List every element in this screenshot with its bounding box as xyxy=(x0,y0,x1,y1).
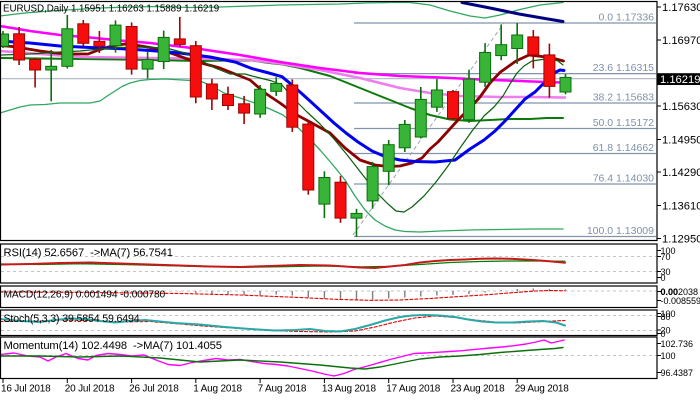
svg-text:0: 0 xyxy=(661,273,666,283)
svg-text:100: 100 xyxy=(661,309,676,319)
svg-text:-0.008559: -0.008559 xyxy=(661,296,700,306)
svg-text:80: 80 xyxy=(661,312,671,322)
svg-text:1.16970: 1.16970 xyxy=(662,35,700,47)
svg-text:38.2 1.15683: 38.2 1.15683 xyxy=(593,92,654,104)
svg-text:23 Aug 2018: 23 Aug 2018 xyxy=(451,384,506,395)
svg-text:7 Aug 2018: 7 Aug 2018 xyxy=(258,384,307,395)
svg-text:Stoch(5,3,3) 39.5854 59.6494: Stoch(5,3,3) 39.5854 59.6494 xyxy=(4,313,140,325)
svg-text:23.6 1.16315: 23.6 1.16315 xyxy=(593,62,654,74)
svg-text:1.14950: 1.14950 xyxy=(662,135,700,147)
svg-text:20: 20 xyxy=(661,326,671,336)
svg-text:1.15630: 1.15630 xyxy=(662,101,700,113)
svg-text:0.002038: 0.002038 xyxy=(661,287,699,297)
svg-text:100.0 1.13009: 100.0 1.13009 xyxy=(587,225,654,237)
svg-text:76.4 1.14030: 76.4 1.14030 xyxy=(593,173,654,185)
svg-text:0: 0 xyxy=(661,329,666,339)
svg-text:13 Aug 2018: 13 Aug 2018 xyxy=(322,384,377,395)
svg-text:50.0 1.15172: 50.0 1.15172 xyxy=(593,117,654,129)
svg-text:1.13610: 1.13610 xyxy=(662,201,700,213)
svg-text:0.00: 0.00 xyxy=(661,287,679,297)
svg-text:RSI(14) 52.6567 ->MA(7) 56.75: RSI(14) 52.6567 ->MA(7) 56.7541 xyxy=(4,247,173,259)
svg-text:1.16219: 1.16219 xyxy=(660,74,700,86)
svg-text:16 Jul 2018: 16 Jul 2018 xyxy=(1,384,51,395)
svg-text:70: 70 xyxy=(661,252,671,262)
svg-text:96.4387: 96.4387 xyxy=(661,368,694,378)
svg-text:100: 100 xyxy=(661,351,676,361)
svg-text:1.17630: 1.17630 xyxy=(662,2,700,14)
svg-text:100: 100 xyxy=(661,246,676,256)
svg-text:MACD(12,26,9) 0.001494 -0.0007: MACD(12,26,9) 0.001494 -0.000780 xyxy=(4,290,166,301)
svg-text:17 Aug 2018: 17 Aug 2018 xyxy=(386,384,441,395)
svg-text:1 Aug 2018: 1 Aug 2018 xyxy=(193,384,242,395)
svg-text:102.736: 102.736 xyxy=(661,339,694,349)
svg-text:30: 30 xyxy=(661,267,671,277)
svg-text:1.12950: 1.12950 xyxy=(662,234,700,246)
svg-text:29 Aug 2018: 29 Aug 2018 xyxy=(515,384,570,395)
svg-text:1.14290: 1.14290 xyxy=(662,167,700,179)
svg-text:20 Jul 2018: 20 Jul 2018 xyxy=(65,384,115,395)
svg-text:EURUSD,Daily 1.15951 1.16263: EURUSD,Daily 1.15951 1.16263 1.15889 1.1… xyxy=(3,4,219,15)
svg-text:0.0 1.17336: 0.0 1.17336 xyxy=(599,12,655,24)
svg-text:26 Jul 2018: 26 Jul 2018 xyxy=(129,384,179,395)
svg-text:Momentum(14) 102.4498 ->MA(7): Momentum(14) 102.4498 ->MA(7) 101.4055 xyxy=(4,340,222,352)
svg-text:61.8 1.14662: 61.8 1.14662 xyxy=(593,142,654,154)
